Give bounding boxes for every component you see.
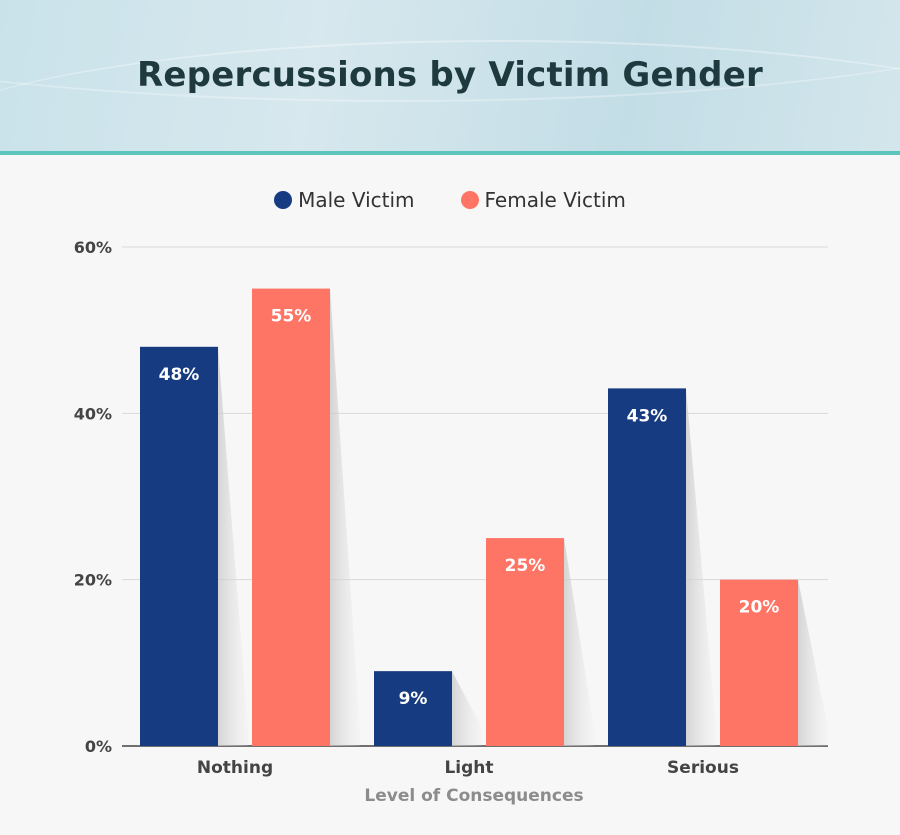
bar-value-label: 9% [399,689,428,709]
bar-shadow [798,579,828,746]
x-tick-label: Nothing [197,758,273,778]
bar-female [486,538,564,746]
bar-shadow [452,671,482,746]
header-wave-decoration [0,0,900,102]
bar-value-label: 43% [627,406,668,426]
bar-shadow [218,346,248,746]
bar-female [252,288,330,746]
bar-value-label: 55% [271,307,312,327]
y-tick-label: 20% [74,571,112,590]
bar-shadow [330,288,360,746]
x-tick-label: Light [444,758,493,778]
x-axis-title: Level of Consequences [364,786,584,806]
bar-female [720,579,798,746]
legend-item-female: Female Victim [460,188,626,212]
legend-label-male: Male Victim [298,188,415,212]
bar-value-label: 20% [739,598,780,618]
chart-title: Repercussions by Victim Gender [137,55,763,95]
legend-swatch-male [274,191,293,209]
y-tick-label: 0% [85,737,112,756]
chart-header: Repercussions by Victim Gender [0,0,900,151]
header-divider [0,151,900,155]
legend-swatch-female [460,191,479,209]
bar-shadow [686,388,716,746]
bar-value-label: 25% [505,556,546,576]
x-tick-label: Serious [667,758,739,778]
y-tick-label: 60% [74,238,112,257]
chart-legend: Male Victim Female Victim [0,188,900,212]
bar-value-label: 48% [159,365,200,385]
bar-male [140,346,218,746]
legend-label-female: Female Victim [484,188,626,212]
bar-male [374,671,452,746]
legend-item-male: Male Victim [274,188,415,212]
bar-shadow [564,538,594,746]
y-tick-label: 40% [74,404,112,423]
bar-male [608,388,686,746]
